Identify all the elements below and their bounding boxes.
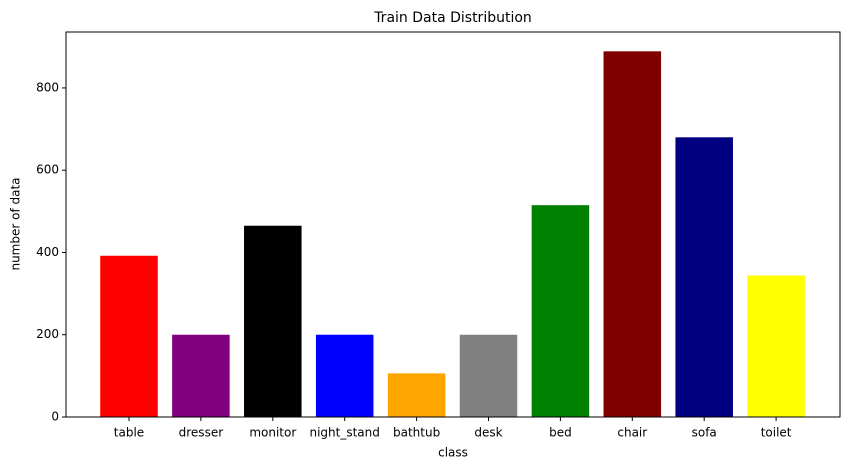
y-tick-label: 0 <box>51 410 59 424</box>
x-tick-label: bathtub <box>393 426 440 440</box>
x-tick-label: toilet <box>761 426 792 440</box>
x-tick-label: night_stand <box>309 426 379 440</box>
bar <box>315 334 374 417</box>
bar <box>675 137 733 418</box>
chart-title: Train Data Distribution <box>373 10 532 26</box>
x-tick-label: desk <box>474 426 502 440</box>
x-tick-label: bed <box>549 426 572 440</box>
bar <box>387 373 446 417</box>
x-tick-label: sofa <box>692 426 717 440</box>
plot-frame <box>65 31 841 418</box>
y-tick-label: 200 <box>36 327 59 341</box>
y-tick-label: 600 <box>36 163 59 177</box>
bar <box>244 225 302 417</box>
y-tick-label: 400 <box>36 245 59 259</box>
x-tick-label: table <box>114 426 144 440</box>
y-tick-label: 800 <box>36 80 59 94</box>
bar <box>603 51 662 417</box>
x-tick-label: chair <box>617 426 647 440</box>
y-axis-label: number of data <box>9 177 23 270</box>
bar <box>747 275 805 417</box>
x-tick-label: monitor <box>249 426 296 440</box>
x-tick-label: dresser <box>179 426 224 440</box>
bar <box>172 334 230 417</box>
bar <box>531 205 590 417</box>
x-axis-label: class <box>438 446 468 460</box>
bar <box>459 334 518 417</box>
bar <box>100 255 158 417</box>
